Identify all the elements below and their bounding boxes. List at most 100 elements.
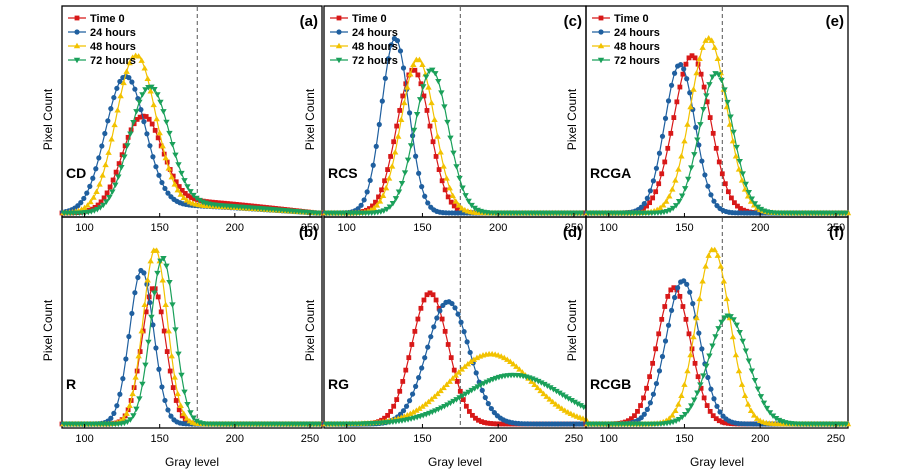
data-point (409, 342, 415, 347)
data-point (112, 182, 119, 189)
data-point (422, 355, 428, 361)
data-point (519, 369, 526, 375)
data-point (721, 315, 728, 321)
data-point (442, 187, 448, 193)
data-point (183, 197, 190, 203)
data-point (672, 177, 679, 183)
data-point (90, 194, 97, 200)
panel-tag: (d) (563, 224, 582, 241)
data-point (669, 186, 676, 192)
data-point (711, 246, 718, 253)
series-line (324, 292, 586, 425)
data-point (443, 175, 450, 181)
sample-label: RCS (328, 165, 358, 181)
data-point (465, 389, 472, 396)
data-point (702, 263, 709, 269)
data-point (170, 173, 176, 179)
data-point (696, 330, 702, 336)
sample-label: RCGA (590, 165, 631, 181)
data-point (133, 109, 140, 115)
data-point (735, 367, 743, 374)
data-point (690, 333, 697, 340)
series-72-hours (585, 71, 849, 217)
data-point (114, 403, 120, 409)
data-point (468, 202, 475, 209)
panel-f: 100 150 200 250 Pixel Count (f) RCGB (565, 216, 852, 445)
data-point (96, 155, 102, 161)
data-point (156, 366, 162, 372)
data-point (485, 420, 490, 426)
data-point (154, 92, 161, 98)
data-point (412, 328, 418, 334)
data-point (147, 87, 154, 94)
data-point (707, 115, 713, 120)
data-point (690, 86, 697, 92)
data-point (733, 322, 740, 329)
data-point (772, 416, 780, 422)
data-point (842, 421, 849, 428)
data-point (129, 54, 136, 60)
data-point (392, 196, 400, 202)
data-point (708, 192, 714, 198)
data-point (121, 154, 128, 160)
series-line (324, 353, 587, 425)
data-point (671, 285, 677, 291)
data-point (540, 390, 547, 397)
series-line (586, 280, 848, 425)
data-point (680, 71, 686, 77)
data-point (713, 416, 719, 422)
data-point (162, 185, 168, 192)
data-point (162, 301, 169, 308)
data-point (391, 149, 399, 155)
data-point (476, 417, 481, 423)
data-point (404, 157, 412, 164)
data-point (431, 116, 438, 122)
data-point (93, 188, 100, 194)
data-point (463, 403, 469, 409)
data-point (370, 205, 378, 211)
data-point (703, 93, 710, 99)
data-point (668, 307, 675, 314)
data-point (440, 384, 447, 391)
data-point (87, 198, 94, 205)
series-72-hours (323, 67, 587, 217)
data-point (513, 363, 520, 369)
data-point (413, 112, 421, 118)
data-point (681, 381, 688, 387)
data-point (549, 398, 556, 405)
data-point (686, 55, 692, 61)
data-point (424, 108, 430, 113)
data-point (665, 98, 672, 104)
data-point (424, 292, 430, 298)
data-point (379, 417, 384, 423)
data-point (699, 278, 706, 284)
data-point (482, 420, 487, 425)
data-point (406, 110, 413, 116)
data-point (678, 392, 685, 398)
data-point (706, 353, 713, 359)
data-point (413, 407, 420, 413)
data-point (685, 176, 692, 183)
data-point (175, 351, 182, 358)
y-axis-label: Pixel Count (565, 299, 579, 361)
data-point (425, 200, 431, 206)
series-line (586, 55, 848, 214)
data-point (687, 103, 694, 110)
data-point (97, 205, 104, 211)
data-point (441, 104, 448, 110)
data-point (461, 329, 467, 335)
data-point (431, 324, 437, 330)
data-point (546, 396, 553, 402)
data-point (491, 421, 497, 427)
data-point (95, 202, 101, 208)
data-point (747, 407, 755, 414)
data-point (395, 189, 403, 195)
data-point (671, 70, 678, 76)
data-point (104, 190, 110, 196)
data-point (138, 327, 145, 334)
data-point (732, 200, 737, 206)
data-point (696, 295, 703, 302)
data-point (404, 412, 411, 418)
data-point (641, 395, 646, 401)
